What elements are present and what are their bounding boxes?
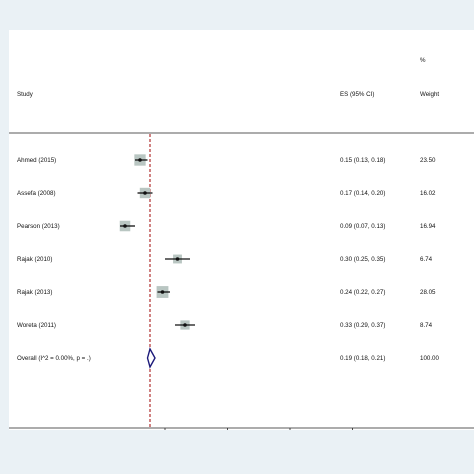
overall-label: Overall (I^2 = 0.00%, p = .) <box>17 355 91 362</box>
study-label: Assefa (2008) <box>17 190 56 197</box>
study-point-estimate <box>183 323 187 327</box>
study-effect-size: 0.15 (0.13, 0.18) <box>340 157 385 164</box>
percent-header: % <box>420 57 426 64</box>
study-label: Rajak (2010) <box>17 256 52 263</box>
study-point-estimate <box>123 224 127 228</box>
study-weight: 16.02 <box>420 190 436 197</box>
study-label: Pearson (2013) <box>17 223 60 230</box>
study-weight: 23.50 <box>420 157 436 164</box>
study-weight: 8.74 <box>420 322 433 329</box>
forest-plot: % Study ES (95% CI) Weight Ahmed (2015) 0… <box>9 57 474 430</box>
study-point-estimate <box>160 290 165 294</box>
study-point-estimate <box>175 257 180 261</box>
study-effect-size: 0.24 (0.22, 0.27) <box>340 289 385 296</box>
study-label: Ahmed (2015) <box>17 157 56 164</box>
study-point-estimate <box>138 158 142 162</box>
forest-plot-panel: % Study ES (95% CI) Weight Ahmed (2015) 0… <box>9 30 474 430</box>
study-effect-size: 0.33 (0.29, 0.37) <box>340 322 385 329</box>
weight-column-header: Weight <box>420 91 439 98</box>
forest-marks: Ahmed (2015) 0.15 (0.13, 0.18) 23.50 Assefa… <box>17 134 439 430</box>
study-weight: 16.94 <box>420 223 436 230</box>
overall-effect-size: 0.19 (0.18, 0.21) <box>340 355 385 362</box>
study-weight: 6.74 <box>420 256 433 263</box>
study-label: Woreta (2011) <box>17 322 56 329</box>
study-weight: 28.05 <box>420 289 436 296</box>
study-point-estimate <box>143 191 147 195</box>
study-effect-size: 0.30 (0.25, 0.35) <box>340 256 385 263</box>
overall-weight: 100.00 <box>420 355 439 362</box>
overall-diamond <box>146 347 156 369</box>
study-label: Rajak (2013) <box>17 289 52 296</box>
effect-size-column-header: ES (95% CI) <box>340 91 374 98</box>
study-effect-size: 0.17 (0.14, 0.20) <box>340 190 385 197</box>
study-column-header: Study <box>17 91 34 98</box>
study-effect-size: 0.09 (0.07, 0.13) <box>340 223 385 230</box>
